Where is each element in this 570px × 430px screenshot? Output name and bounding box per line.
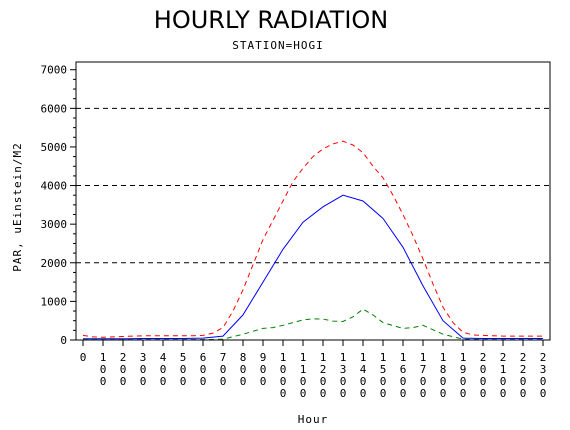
x-tick-label: 0 — [80, 351, 87, 364]
chart-subtitle: STATION=HOGI — [232, 39, 323, 52]
y-tick-label: 0 — [60, 334, 67, 347]
y-tick-label: 6000 — [41, 102, 68, 115]
reference-lines — [76, 107, 550, 264]
y-tick-label: 2000 — [41, 257, 68, 270]
y-axis: 0 1000 2000 3000 4000 5000 6000 7000 — [41, 64, 76, 347]
plot-frame — [75, 61, 551, 341]
y-tick-label: 4000 — [41, 180, 68, 193]
y-tick-label: 3000 — [41, 218, 68, 231]
chart-title: HOURLY RADIATION — [154, 6, 388, 34]
x-axis-label: Hour — [298, 413, 329, 426]
series-line — [82, 140, 543, 338]
series-line — [83, 308, 543, 341]
series-line — [83, 194, 543, 340]
y-tick-label: 1000 — [41, 295, 68, 308]
y-tick-label: 5000 — [41, 141, 68, 154]
series-layer — [82, 140, 543, 341]
y-tick-label: 7000 — [41, 64, 68, 77]
x-axis: 0 1 0 0 2 0 0 3 0 0 4 0 0 5 0 0 6 0 0 7 0 0 8 0 0 9 0 0 1 0 0 0 1 1 0 0 1 2 0 0… — [80, 340, 547, 400]
y-axis-label: PAR, uEinstein/M2 — [11, 142, 24, 272]
